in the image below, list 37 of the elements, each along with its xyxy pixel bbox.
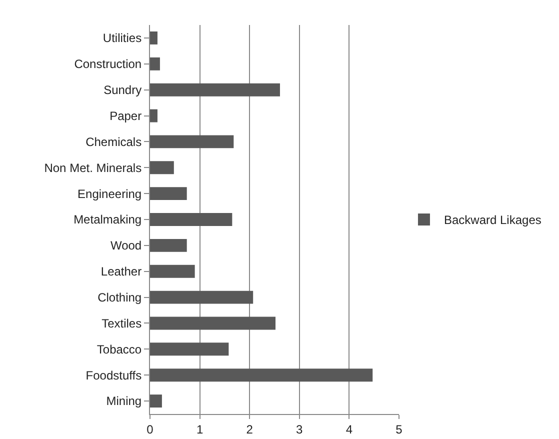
bar: [150, 394, 162, 408]
bar: [150, 342, 229, 356]
y-tick-label: Textiles: [102, 316, 142, 330]
x-tick-label: 1: [196, 422, 204, 436]
y-tick-label: Metalmaking: [74, 212, 142, 227]
y-tick-label: Paper: [110, 108, 142, 123]
bar: [150, 161, 174, 174]
y-tick-label: Chemicals: [86, 134, 142, 149]
bar: [150, 213, 232, 226]
x-tick-label: 4: [346, 422, 353, 436]
bar: [150, 238, 187, 252]
y-tick-label: Engineering: [78, 186, 142, 201]
bar: [150, 316, 276, 330]
legend-label: Backward Likages: [444, 213, 542, 228]
x-tick-label: 5: [396, 422, 403, 436]
bar: [150, 31, 158, 44]
bar: [150, 109, 158, 122]
y-tick-label: Utilities: [102, 31, 142, 46]
y-tick-label: Sundry: [104, 83, 142, 98]
bar: [150, 187, 187, 200]
y-tick-label: Construction: [74, 57, 142, 72]
y-tick-label: Leather: [100, 264, 142, 279]
bar: [150, 135, 234, 148]
y-tick-label: Foodstuffs: [86, 368, 142, 382]
x-tick-label: 2: [246, 422, 254, 436]
y-tick-label: Mining: [106, 394, 142, 408]
y-tick-label: Wood: [110, 238, 142, 253]
bar: [150, 264, 195, 278]
bar: [150, 368, 373, 382]
bar: [150, 290, 254, 304]
x-tick-label: 0: [146, 422, 154, 436]
y-tick-label: Non Met. Minerals: [44, 160, 142, 175]
y-tick-label: Tobacco: [96, 342, 142, 356]
x-tick-label: 3: [296, 422, 304, 436]
bar: [150, 83, 280, 96]
bar: [150, 57, 160, 70]
y-tick-label: Clothing: [98, 290, 142, 304]
